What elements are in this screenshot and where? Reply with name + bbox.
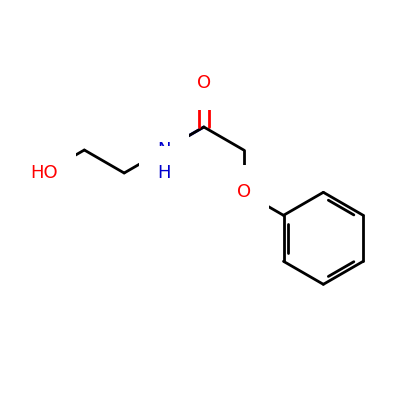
Text: O: O: [197, 74, 211, 92]
Text: H: H: [157, 164, 171, 182]
Text: N: N: [157, 141, 171, 159]
Text: O: O: [237, 183, 251, 201]
Text: HO: HO: [31, 164, 58, 182]
